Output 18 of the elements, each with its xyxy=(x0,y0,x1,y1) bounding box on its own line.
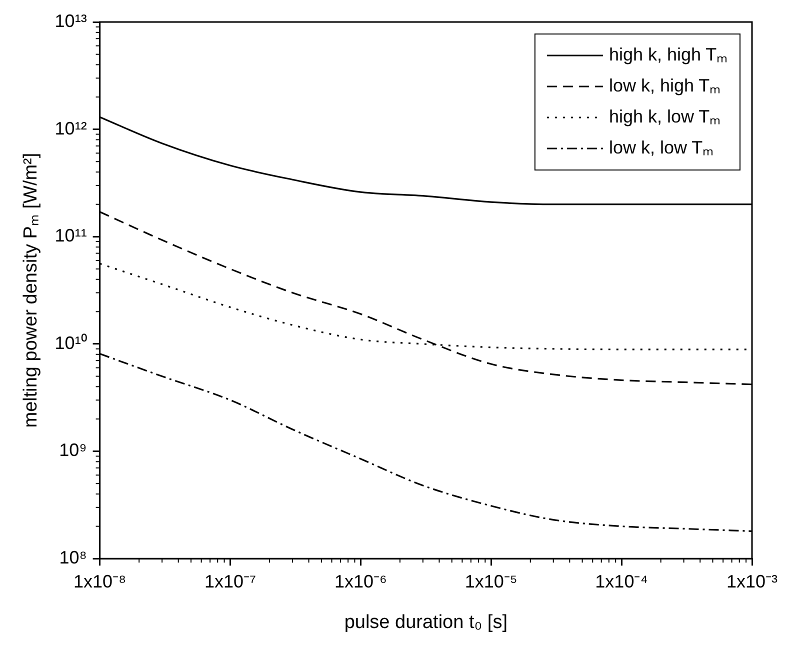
y-tick-label: 10¹² xyxy=(54,118,87,138)
legend-label: low k, high Tₘ xyxy=(608,75,721,96)
x-tick-label: 1x10⁻⁵ xyxy=(464,571,518,592)
x-axis-title: pulse duration t₀ [s] xyxy=(344,612,508,633)
legend-label: low k, low Tₘ xyxy=(608,137,714,158)
legend-label: high k, high Tₘ xyxy=(608,44,728,64)
y-tick-label: 10⁹ xyxy=(59,440,87,460)
x-tick-label: 1x10⁻⁸ xyxy=(73,571,126,592)
x-tick-label: 1x10⁻⁶ xyxy=(334,571,387,592)
x-tick-label: 1x10⁻⁷ xyxy=(204,571,256,592)
x-tick-label: 1x10⁻⁴ xyxy=(595,571,648,592)
y-tick-label: 10¹³ xyxy=(54,10,87,31)
y-axis-title: melting power density Pₘ [W/m²] xyxy=(20,152,42,428)
y-tick-label: 10⁸ xyxy=(59,548,87,568)
legend-label: high k, low Tₘ xyxy=(608,106,721,126)
y-tick-label: 10¹¹ xyxy=(54,226,87,246)
x-tick-label: 1x10⁻³ xyxy=(726,571,778,592)
y-tick-label: 10¹⁰ xyxy=(54,332,87,353)
